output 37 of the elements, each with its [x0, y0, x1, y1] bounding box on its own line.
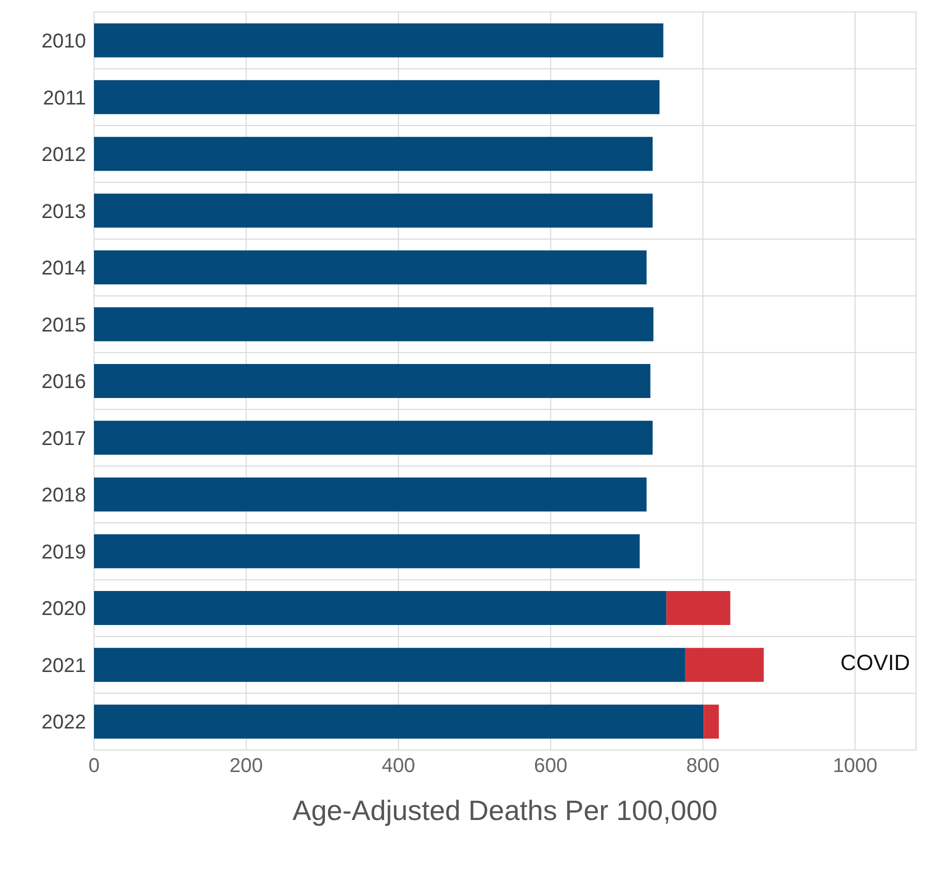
y-tick-label: 2021 — [42, 654, 86, 677]
x-tick-label: 600 — [534, 755, 568, 778]
bar — [94, 307, 654, 342]
x-tick-label: 1000 — [832, 755, 878, 778]
x-axis-title: Age-Adjusted Deaths Per 100,000 — [292, 795, 718, 826]
y-tick-label: 2022 — [42, 712, 86, 734]
bar — [94, 194, 653, 228]
bar — [94, 23, 664, 58]
bar — [94, 136, 653, 171]
bar — [704, 704, 719, 739]
y-tick-label: 2020 — [42, 598, 86, 620]
y-tick-label: 2018 — [42, 484, 86, 507]
x-tick-label: 800 — [686, 755, 720, 778]
y-tick-label: 2011 — [42, 87, 86, 110]
bar — [94, 80, 660, 114]
bar — [94, 250, 647, 284]
bar — [94, 364, 650, 398]
y-tick-label: 2017 — [42, 428, 86, 450]
bar — [94, 704, 704, 739]
y-tick-label: 2015 — [42, 314, 86, 336]
bar — [94, 420, 653, 455]
y-tick-label: 2014 — [42, 258, 86, 280]
x-tick-label: 0 — [88, 755, 100, 778]
text: COVID — [840, 650, 910, 676]
y-tick-label: 2013 — [42, 200, 86, 223]
x-tick-label: 200 — [230, 755, 263, 778]
bar — [685, 648, 764, 682]
bar — [94, 591, 666, 626]
bar — [666, 591, 730, 626]
y-tick-label: 2010 — [42, 30, 86, 52]
bar — [94, 648, 686, 682]
x-tick-label: 400 — [382, 755, 416, 778]
y-tick-label: 2012 — [42, 144, 86, 166]
y-tick-label: 2019 — [42, 541, 86, 564]
bar — [94, 478, 647, 512]
y-tick-label: 2016 — [42, 371, 86, 394]
bar — [94, 534, 640, 568]
